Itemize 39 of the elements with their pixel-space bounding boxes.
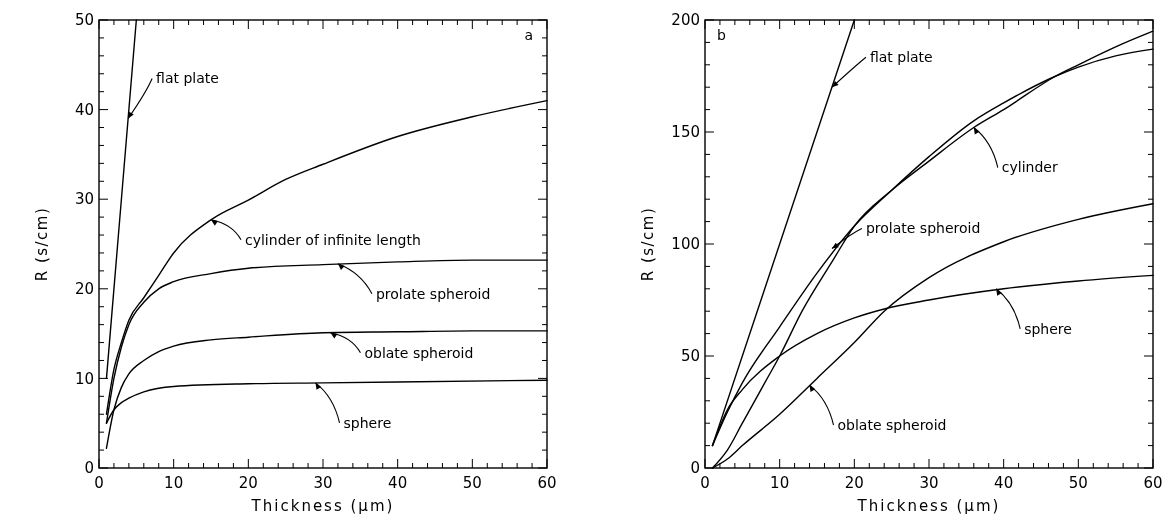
annotation: flat plate xyxy=(869,49,933,66)
y-tick-label: 100 xyxy=(671,235,700,254)
annotation: cylinder of infinite length xyxy=(245,231,421,248)
x-tick-label: 10 xyxy=(164,474,184,492)
annotation: flat plate xyxy=(156,70,219,87)
y-tick-label: 0 xyxy=(84,459,94,478)
x-axis-title: Thickness (μm) xyxy=(250,497,395,515)
x-tick-label: 40 xyxy=(994,474,1014,492)
x-tick-label: 10 xyxy=(770,474,790,492)
y-tick-label: 200 xyxy=(671,11,700,30)
y-tick-label: 10 xyxy=(74,369,94,388)
y-tick-label: 30 xyxy=(74,190,94,209)
y-tick-label: 40 xyxy=(74,100,94,119)
x-tick-label: 60 xyxy=(537,474,557,492)
annotation: sphere xyxy=(1024,320,1072,337)
y-tick-label: 20 xyxy=(74,280,94,299)
x-tick-label: 50 xyxy=(1068,474,1088,492)
y-axis-title: R (s/cm) xyxy=(639,206,657,282)
x-tick-label: 30 xyxy=(919,474,939,492)
annotation: cylinder xyxy=(1001,159,1058,176)
y-tick-label: 50 xyxy=(680,347,700,366)
y-tick-label: 50 xyxy=(74,11,94,30)
annotation: a xyxy=(524,27,533,43)
x-tick-label: 50 xyxy=(462,474,482,492)
x-axis-title: Thickness (μm) xyxy=(856,497,1001,515)
annotation: prolate spheroid xyxy=(865,220,981,237)
x-tick-label: 20 xyxy=(844,474,864,492)
x-tick-label: 20 xyxy=(238,474,258,492)
annotation: sphere xyxy=(343,414,392,431)
annotation: prolate spheroid xyxy=(375,285,491,302)
y-axis-title: R (s/cm) xyxy=(33,206,51,282)
y-tick-label: 0 xyxy=(690,459,700,478)
x-tick-label: 30 xyxy=(313,474,333,492)
y-tick-label: 150 xyxy=(671,123,700,142)
x-tick-label: 40 xyxy=(388,474,408,492)
annotation: b xyxy=(717,27,726,43)
annotation: oblate spheroid xyxy=(364,344,474,361)
x-tick-label: 60 xyxy=(1143,474,1163,492)
annotation: oblate spheroid xyxy=(837,417,947,434)
